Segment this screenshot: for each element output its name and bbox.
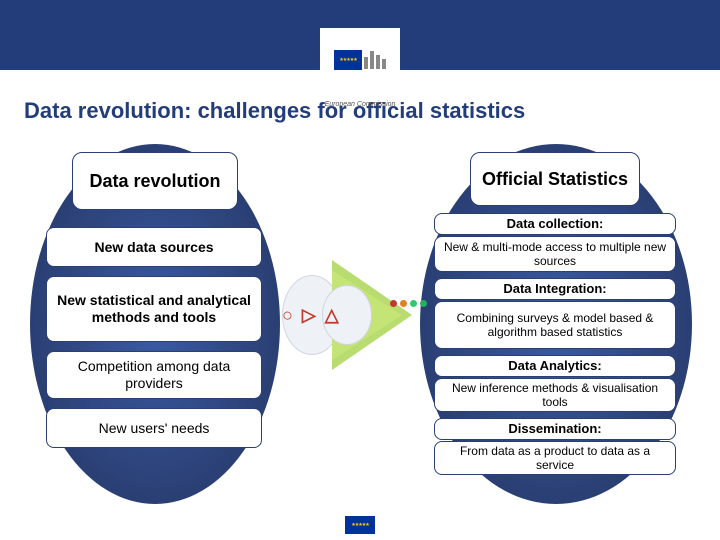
ec-bars-icon <box>364 51 386 69</box>
right-box-6-text: Dissemination: <box>508 421 601 437</box>
right-box-7: From data as a product to data as a serv… <box>434 441 676 475</box>
left-box-2-text: Competition among data providers <box>53 358 255 392</box>
header-bar: European Commission <box>0 0 720 70</box>
right-box-1-text: New & multi-mode access to multiple new … <box>441 240 669 269</box>
right-box-6: Dissemination: <box>434 418 676 440</box>
right-box-3: Combining surveys & model based & algori… <box>434 301 676 349</box>
ec-logo: European Commission <box>320 28 400 90</box>
right-box-2-text: Data Integration: <box>503 281 606 297</box>
right-box-3-text: Combining surveys & model based & algori… <box>441 311 669 340</box>
left-box-2: Competition among data providers <box>46 351 262 399</box>
header-right: Official Statistics <box>470 152 640 206</box>
right-box-2: Data Integration: <box>434 278 676 300</box>
header-left: Data revolution <box>72 152 238 210</box>
logo-caption: European Commission <box>325 101 396 108</box>
output-dots-icon <box>390 300 427 307</box>
right-box-5: New inference methods & visualisation to… <box>434 378 676 412</box>
left-box-0-text: New data sources <box>94 239 213 256</box>
left-box-3-text: New users' needs <box>99 420 210 437</box>
left-box-0: New data sources <box>46 227 262 267</box>
right-box-4: Data Analytics: <box>434 355 676 377</box>
footer-eu-flag-icon <box>345 516 375 534</box>
left-box-1: New statistical and analytical methods a… <box>46 276 262 342</box>
left-box-3: New users' needs <box>46 408 262 448</box>
diagram-area: Data revolution Official Statistics New … <box>0 150 720 530</box>
right-box-5-text: New inference methods & visualisation to… <box>441 381 669 410</box>
header-left-text: Data revolution <box>89 171 220 192</box>
right-box-0-text: Data collection: <box>507 216 604 232</box>
eu-flag-icon <box>334 50 362 70</box>
right-box-7-text: From data as a product to data as a serv… <box>441 444 669 473</box>
right-box-0: Data collection: <box>434 213 676 235</box>
input-shapes-icon: ○ ▷ △ <box>282 305 341 326</box>
header-right-text: Official Statistics <box>482 169 628 190</box>
center-funnel-graphic: ○ ▷ △ <box>292 260 442 370</box>
left-box-1-text: New statistical and analytical methods a… <box>53 292 255 326</box>
right-box-1: New & multi-mode access to multiple new … <box>434 236 676 272</box>
right-box-4-text: Data Analytics: <box>508 358 601 374</box>
